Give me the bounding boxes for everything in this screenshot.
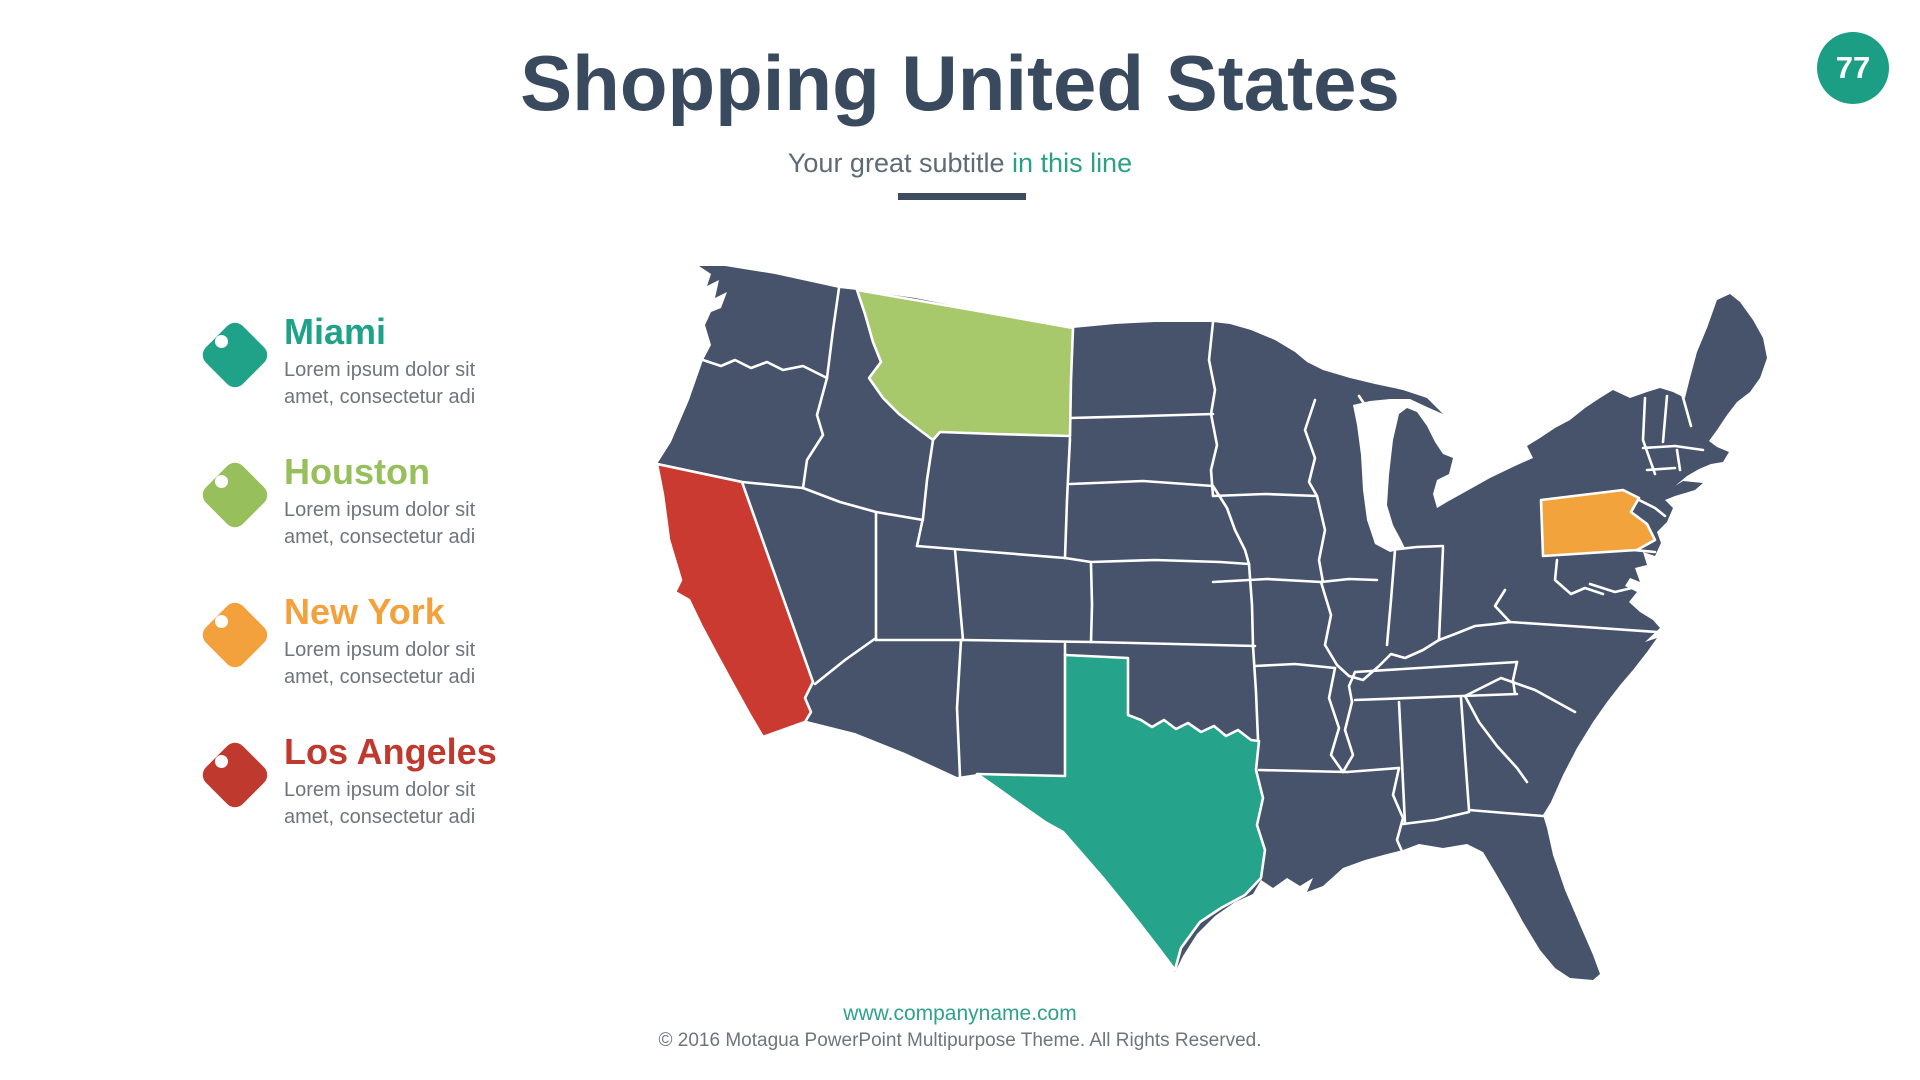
page-number-badge: 77 bbox=[1817, 32, 1889, 104]
legend-city-label: Houston bbox=[284, 451, 430, 492]
us-map bbox=[655, 250, 1815, 990]
legend-item-los-angeles: Los Angeles Lorem ipsum dolor sit amet, … bbox=[196, 732, 616, 832]
page-title: Shopping United States bbox=[520, 39, 1400, 127]
legend-city-label: Los Angeles bbox=[284, 731, 497, 772]
state-california[interactable] bbox=[655, 462, 815, 739]
state-texas[interactable] bbox=[975, 653, 1267, 972]
price-tag-icon bbox=[196, 316, 276, 396]
legend-item-new-york: New York Lorem ipsum dolor sit amet, con… bbox=[196, 592, 616, 692]
subtitle-underline bbox=[898, 193, 1026, 200]
state-borders bbox=[655, 286, 1705, 860]
footer-copyright: © 2016 Motagua PowerPoint Multipurpose T… bbox=[658, 1030, 1262, 1051]
price-tag-icon bbox=[196, 736, 276, 816]
footer-website-link[interactable]: www.companyname.com bbox=[843, 1002, 1077, 1025]
legend-description: Lorem ipsum dolor sit amet, consectetur … bbox=[284, 639, 476, 688]
price-tag-icon bbox=[196, 456, 276, 536]
legend-city-label: Miami bbox=[284, 311, 387, 352]
price-tag-icon bbox=[196, 596, 276, 676]
legend-description: Lorem ipsum dolor sit amet, consectetur … bbox=[284, 499, 476, 548]
legend-description: Lorem ipsum dolor sit amet, consectetur … bbox=[284, 779, 476, 828]
legend-city-label: New York bbox=[284, 591, 445, 632]
legend-description: Lorem ipsum dolor sit amet, consectetur … bbox=[284, 359, 476, 408]
page-subtitle: Your great subtitle in this line bbox=[0, 148, 1920, 179]
subtitle-plain: Your great subtitle bbox=[787, 148, 1013, 178]
legend-item-houston: Houston Lorem ipsum dolor sit amet, cons… bbox=[196, 452, 616, 552]
state-montana[interactable] bbox=[855, 288, 1075, 442]
us-landmass bbox=[657, 266, 1767, 980]
state-pennsylvania[interactable] bbox=[1539, 488, 1657, 558]
legend-item-miami: Miami Lorem ipsum dolor sit amet, consec… bbox=[196, 312, 616, 412]
subtitle-accent: in this line bbox=[1012, 148, 1133, 178]
